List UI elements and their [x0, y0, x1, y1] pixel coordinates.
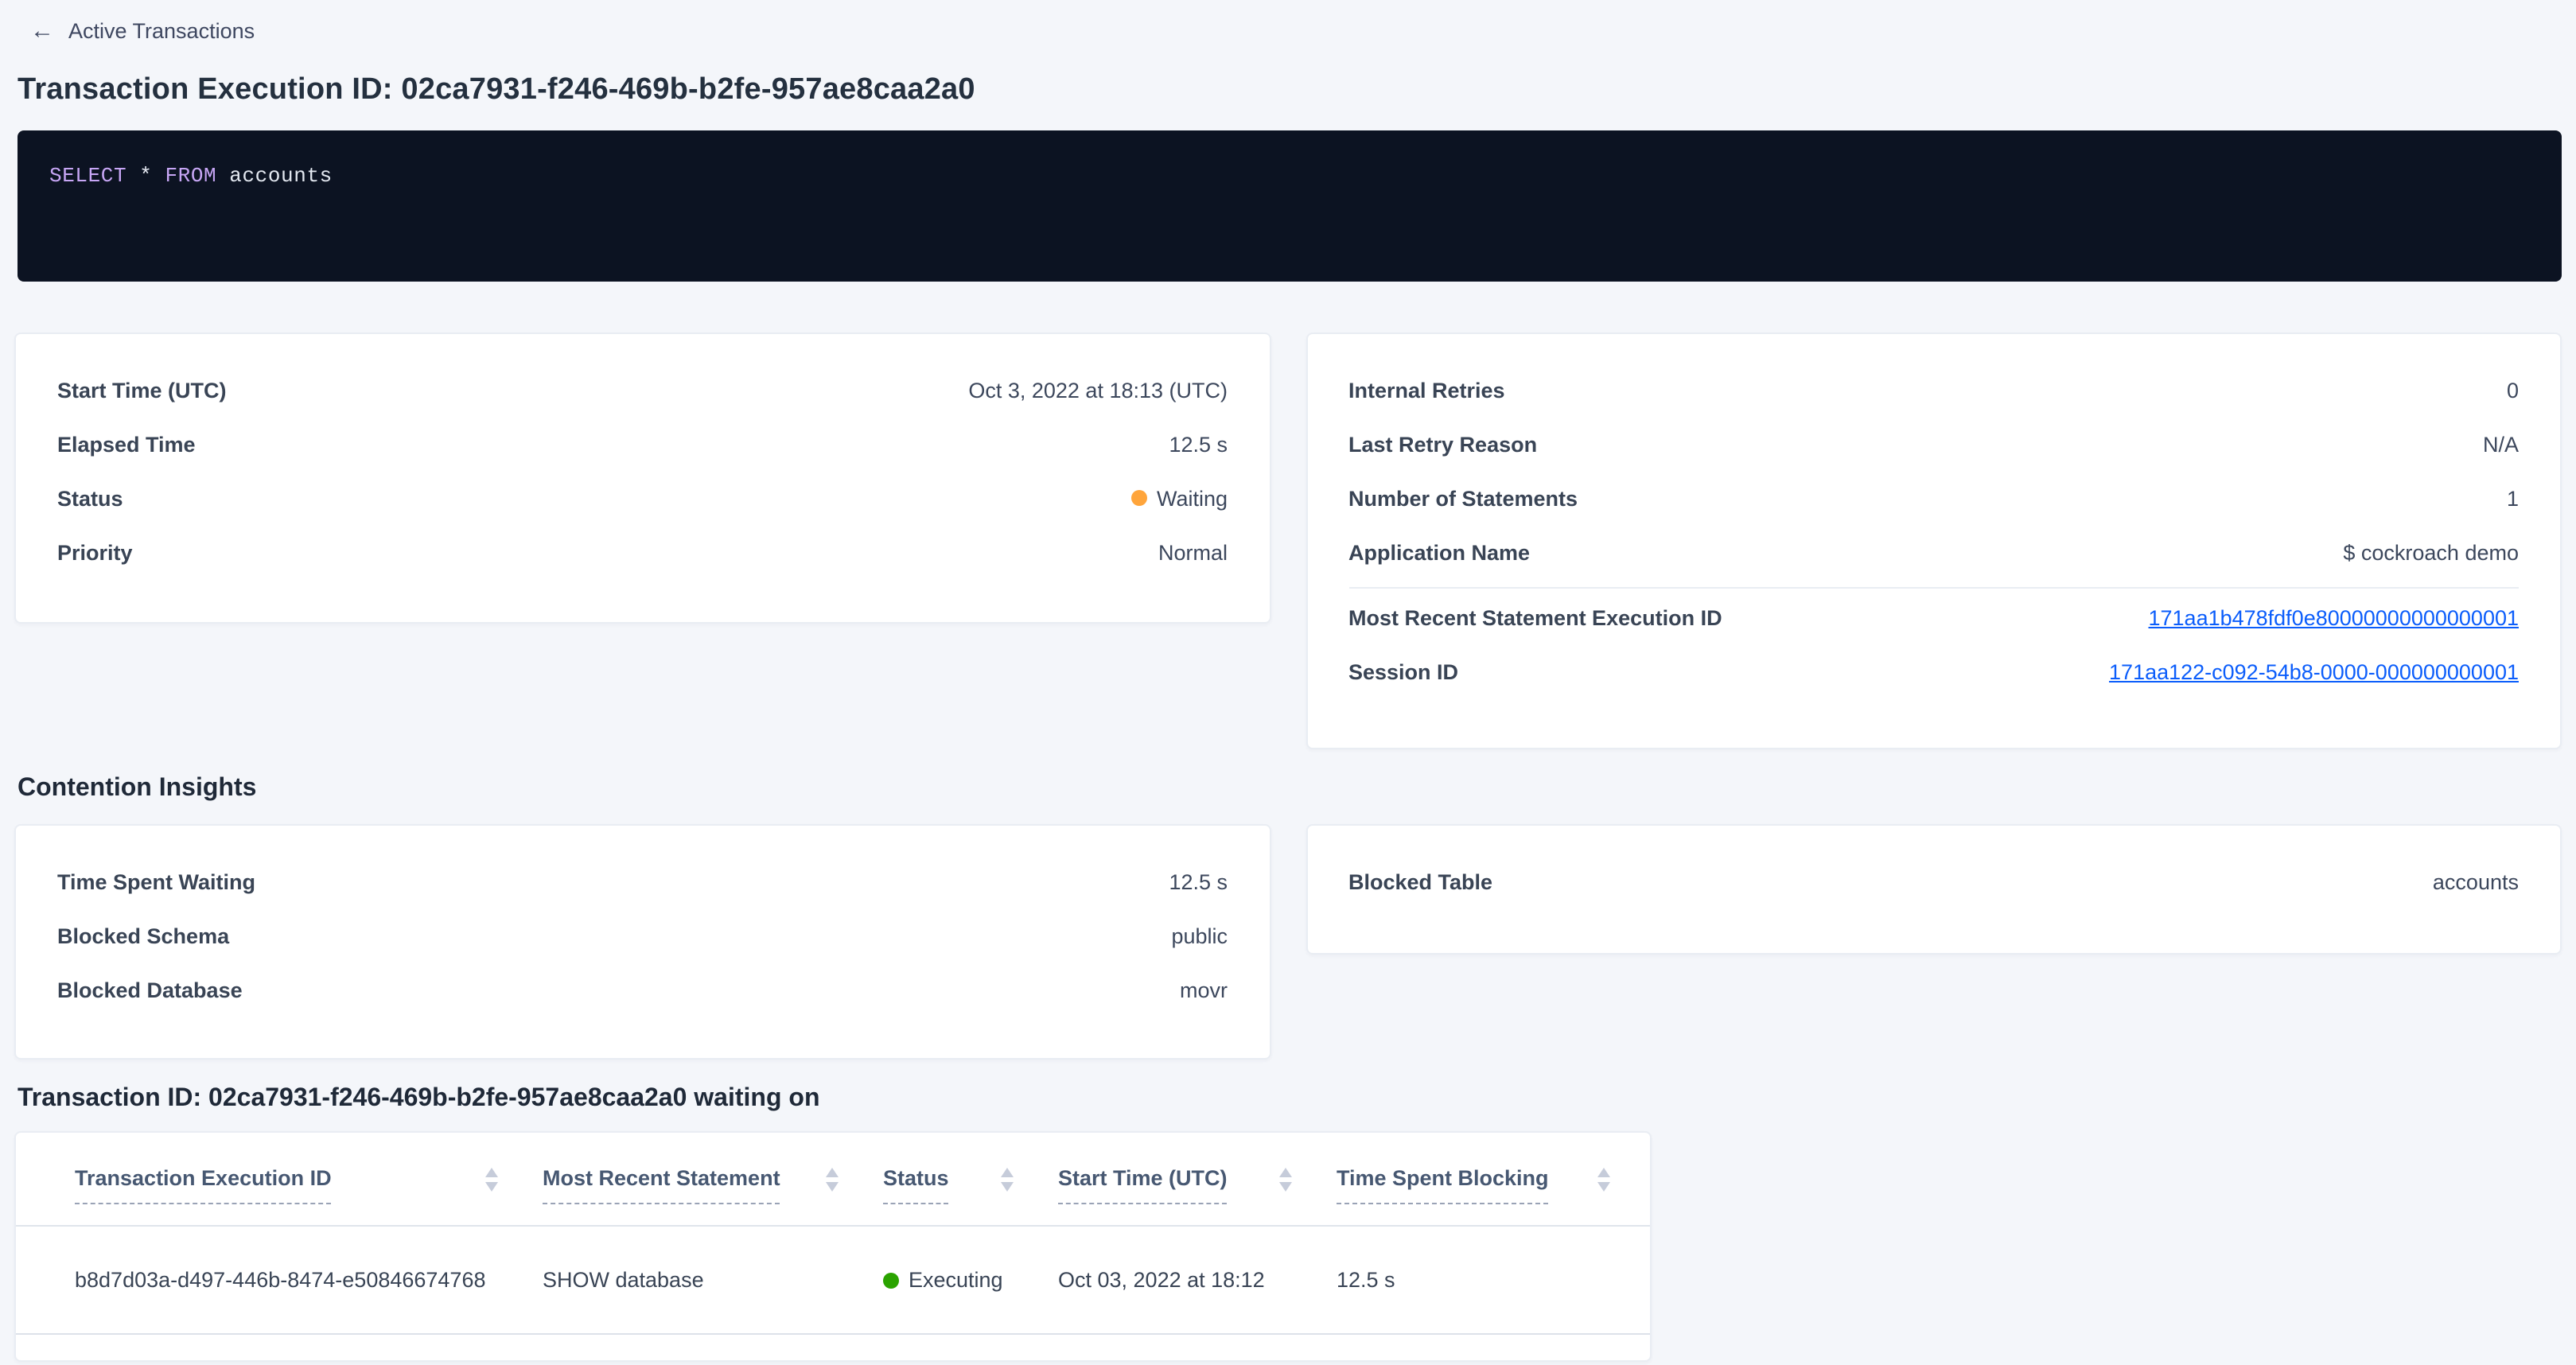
sort-desc-icon: [826, 1181, 839, 1191]
back-link[interactable]: ← Active Transactions: [14, 0, 2562, 46]
sort-asc-icon: [826, 1167, 839, 1176]
start-time-label: Start Time (UTC): [57, 378, 227, 402]
sort-asc-icon: [1001, 1167, 1014, 1176]
transaction-meta-card: Internal Retries 0 Last Retry Reason N/A…: [1306, 332, 2562, 749]
sort-desc-icon: [485, 1181, 498, 1191]
contention-insights-heading: Contention Insights: [18, 775, 257, 802]
column-header-label: Start Time (UTC): [1058, 1165, 1228, 1204]
session-id-label: Session ID: [1348, 659, 1459, 683]
last-retry-reason-label: Last Retry Reason: [1348, 432, 1538, 456]
column-header-label: Most Recent Statement: [543, 1165, 780, 1204]
cell-most-recent-statement: SHOW database: [543, 1268, 704, 1292]
blocked-table-value: accounts: [2432, 869, 2519, 893]
elapsed-time-value: 12.5 s: [1169, 432, 1228, 456]
status-value: Waiting: [1130, 486, 1228, 510]
blocked-schema-value: public: [1171, 924, 1228, 947]
blocked-database-label: Blocked Database: [57, 978, 243, 1001]
statement-execution-id-row: Most Recent Statement Execution ID 171aa…: [1348, 590, 2519, 644]
executing-status-dot-icon: [883, 1272, 899, 1288]
column-header-start-time[interactable]: Start Time (UTC): [1058, 1165, 1337, 1204]
column-header-time-spent-blocking[interactable]: Time Spent Blocking: [1337, 1165, 1613, 1204]
number-of-statements-value: 1: [2506, 486, 2519, 510]
session-id-row: Session ID 171aa122-c092-54b8-0000-00000…: [1348, 644, 2519, 698]
sort-icons[interactable]: [1597, 1167, 1610, 1191]
back-link-label: Active Transactions: [68, 18, 255, 42]
waiting-on-heading: Transaction ID: 02ca7931-f246-469b-b2fe-…: [18, 1085, 820, 1112]
blocked-database-row: Blocked Database movr: [57, 962, 1228, 1017]
priority-row: Priority Normal: [57, 525, 1228, 579]
sql-statement-box: SELECT * FROM accounts: [18, 130, 2562, 282]
application-name-row: Application Name $ cockroach demo: [1348, 525, 2519, 579]
sort-icons[interactable]: [1279, 1167, 1292, 1191]
application-name-value: $ cockroach demo: [2343, 540, 2519, 564]
blocked-table-row: Blocked Table accounts: [1348, 854, 2519, 908]
blocked-table-label: Blocked Table: [1348, 869, 1493, 893]
card-divider: [1348, 587, 2519, 589]
column-header-most-recent-statement[interactable]: Most Recent Statement: [543, 1165, 883, 1204]
sql-keyword: SELECT: [49, 164, 127, 188]
sort-asc-icon: [1279, 1167, 1292, 1176]
back-arrow-icon: ←: [30, 17, 54, 44]
statement-execution-id-label: Most Recent Statement Execution ID: [1348, 605, 1722, 629]
sort-asc-icon: [485, 1167, 498, 1176]
start-time-row: Start Time (UTC) Oct 3, 2022 at 18:13 (U…: [57, 363, 1228, 417]
column-header-label: Transaction Execution ID: [75, 1165, 332, 1204]
sort-desc-icon: [1279, 1181, 1292, 1191]
application-name-label: Application Name: [1348, 540, 1531, 564]
waiting-on-table: Transaction Execution ID Most Recent Sta…: [14, 1131, 1652, 1362]
statement-execution-id-link[interactable]: 171aa1b478fdf0e80000000000000001: [2148, 605, 2520, 629]
sort-icons[interactable]: [485, 1167, 498, 1191]
elapsed-time-label: Elapsed Time: [57, 432, 196, 456]
sort-icons[interactable]: [826, 1167, 839, 1191]
page-title: Transaction Execution ID: 02ca7931-f246-…: [18, 73, 975, 107]
elapsed-time-row: Elapsed Time 12.5 s: [57, 417, 1228, 471]
table-row: b8d7d03a-d497-446b-8474-e50846674768 SHO…: [16, 1227, 1650, 1335]
column-header-label: Time Spent Blocking: [1337, 1165, 1549, 1204]
column-header-label: Status: [883, 1165, 949, 1204]
sql-keyword: FROM: [165, 164, 217, 188]
transaction-summary-card: Start Time (UTC) Oct 3, 2022 at 18:13 (U…: [14, 332, 1270, 624]
status-text: Executing: [909, 1268, 1003, 1292]
waiting-on-table-header: Transaction Execution ID Most Recent Sta…: [16, 1133, 1650, 1227]
internal-retries-label: Internal Retries: [1348, 378, 1505, 402]
blocked-schema-row: Blocked Schema public: [57, 908, 1228, 962]
time-spent-waiting-value: 12.5 s: [1169, 869, 1228, 893]
internal-retries-row: Internal Retries 0: [1348, 363, 2519, 417]
last-retry-reason-row: Last Retry Reason N/A: [1348, 417, 2519, 471]
cell-transaction-execution-id: b8d7d03a-d497-446b-8474-e50846674768: [75, 1268, 486, 1292]
status-label: Status: [57, 486, 123, 510]
number-of-statements-row: Number of Statements 1: [1348, 471, 2519, 525]
blocked-table-card: Blocked Table accounts: [1306, 824, 2562, 955]
time-spent-waiting-label: Time Spent Waiting: [57, 869, 256, 893]
contention-details-card: Time Spent Waiting 12.5 s Blocked Schema…: [14, 824, 1270, 1060]
start-time-value: Oct 3, 2022 at 18:13 (UTC): [968, 378, 1228, 402]
internal-retries-value: 0: [2506, 378, 2519, 402]
waiting-status-dot-icon: [1130, 490, 1147, 506]
sql-operator: *: [139, 164, 153, 188]
number-of-statements-label: Number of Statements: [1348, 486, 1578, 510]
priority-label: Priority: [57, 540, 133, 564]
cell-status: Executing: [883, 1268, 1058, 1292]
sort-desc-icon: [1597, 1181, 1610, 1191]
column-header-transaction-execution-id[interactable]: Transaction Execution ID: [75, 1165, 543, 1204]
sql-statement: SELECT * FROM accounts: [49, 164, 2562, 188]
priority-value: Normal: [1158, 540, 1228, 564]
blocked-database-value: movr: [1180, 978, 1228, 1001]
cell-time-spent-blocking: 12.5 s: [1337, 1268, 1395, 1292]
sql-identifier: accounts: [229, 164, 333, 188]
sort-icons[interactable]: [1001, 1167, 1014, 1191]
status-text: Waiting: [1156, 486, 1228, 510]
status-row: Status Waiting: [57, 471, 1228, 525]
cell-start-time: Oct 03, 2022 at 18:12: [1058, 1268, 1265, 1292]
session-id-link[interactable]: 171aa122-c092-54b8-0000-000000000001: [2109, 659, 2519, 683]
sort-desc-icon: [1001, 1181, 1014, 1191]
last-retry-reason-value: N/A: [2482, 432, 2519, 456]
blocked-schema-label: Blocked Schema: [57, 924, 230, 947]
time-spent-waiting-row: Time Spent Waiting 12.5 s: [57, 854, 1228, 908]
sort-asc-icon: [1597, 1167, 1610, 1176]
column-header-status[interactable]: Status: [883, 1165, 1058, 1204]
